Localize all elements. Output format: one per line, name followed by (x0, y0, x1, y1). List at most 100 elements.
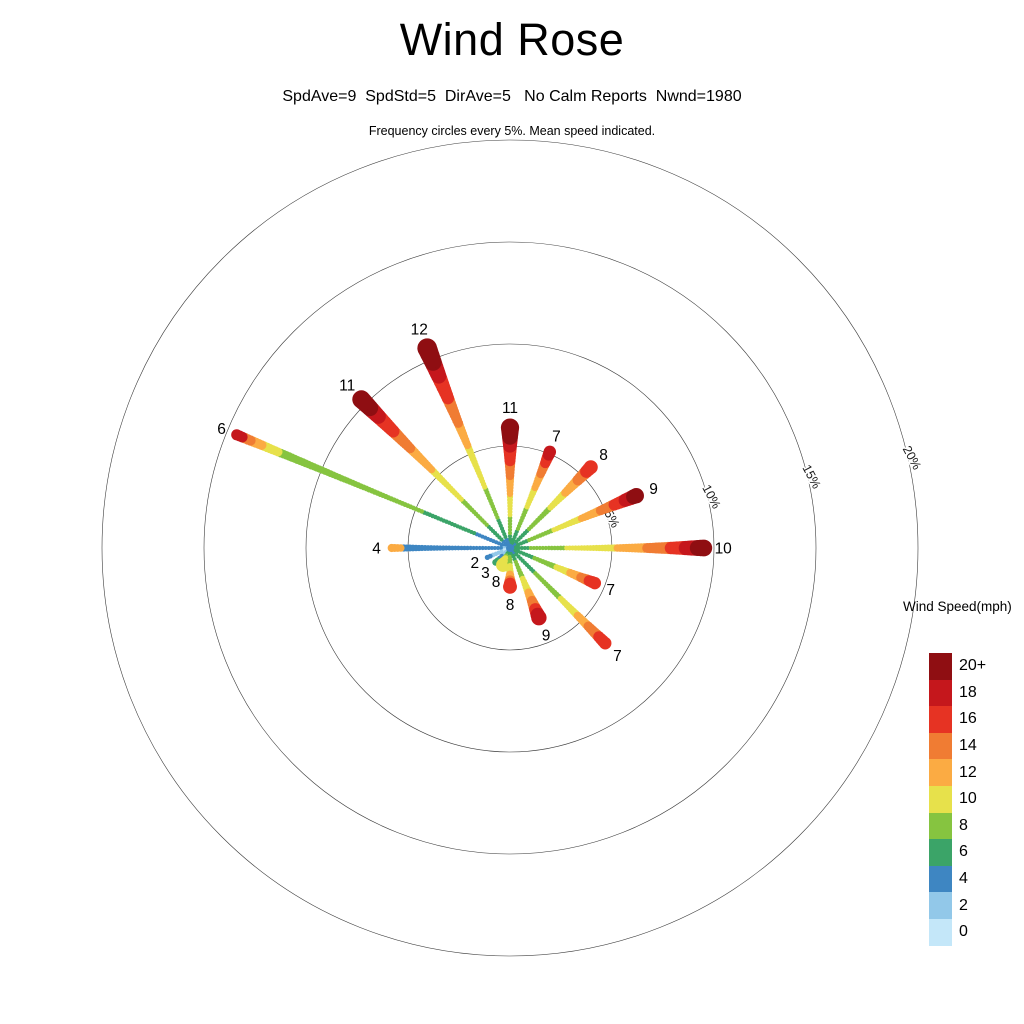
petal-mean-speed-label: 7 (606, 582, 615, 599)
legend-swatch (929, 653, 952, 680)
legend-row-14: 14 (929, 732, 986, 760)
frequency-ring-10 (305, 343, 715, 753)
legend-bin-label: 16 (959, 710, 977, 728)
petal-dot (534, 545, 539, 551)
legend-row-8: 8 (929, 812, 986, 840)
petal-dot (489, 545, 494, 551)
petal-mean-speed-label: 2 (470, 555, 479, 572)
petal-dot (480, 545, 485, 551)
legend-bin-label: 4 (959, 870, 968, 888)
petal-292.5: 9 (508, 546, 550, 645)
legend-row-4: 4 (929, 865, 986, 893)
petal-mean-speed-label: 8 (492, 574, 501, 591)
petal-mean-speed-label: 7 (613, 648, 622, 665)
legend-swatch (929, 812, 952, 840)
legend-swatch (929, 892, 952, 919)
petal-dot (531, 545, 536, 551)
petal-dot (628, 488, 644, 504)
petal-mean-speed-label: 7 (552, 429, 561, 446)
legend-swatch (929, 785, 952, 813)
petal-dot (484, 554, 491, 561)
chart-stats-line: SpdAve=9 SpdStd=5 DirAve=5 No Calm Repor… (282, 88, 742, 105)
legend-bin-label: 14 (959, 737, 977, 755)
ring-label-15: 15% (799, 462, 823, 491)
legend-row-20+: 20+ (929, 653, 986, 680)
petal-0: 10 (508, 539, 733, 558)
petal-270: 8 (503, 546, 517, 614)
petal-dot (598, 636, 612, 650)
legend-row-12: 12 (929, 759, 986, 786)
legend-title: Wind Speed(mph) (903, 599, 1012, 614)
legend-swatch (929, 679, 952, 707)
legend-bin-label: 2 (959, 896, 968, 914)
petal-dot (486, 545, 491, 551)
legend-swatch (929, 732, 952, 760)
petal-90: 11 (500, 400, 520, 550)
petal-dot (468, 545, 473, 551)
frequency-ring-15 (203, 241, 817, 855)
wind-speed-legend: 20+ 18 16 14 12 10 8 6 4 2 0 (929, 653, 986, 946)
petal-dot (507, 530, 513, 536)
legend-bin-label: 12 (959, 763, 977, 781)
chart-note: Frequency circles every 5%. Mean speed i… (368, 124, 656, 138)
petal-dot (588, 576, 602, 590)
petal-dot (507, 533, 513, 539)
petal-mean-speed-label: 10 (715, 541, 733, 558)
legend-row-16: 16 (929, 706, 986, 733)
legend-row-10: 10 (929, 785, 986, 813)
legend-swatch (929, 918, 952, 946)
petal-dot (507, 536, 513, 542)
petal-dot (507, 527, 513, 533)
petal-dot (500, 418, 520, 437)
legend-row-18: 18 (929, 679, 986, 707)
petal-mean-speed-label: 4 (372, 541, 381, 558)
chart-title: Wind Rose (399, 14, 625, 65)
legend-swatch (929, 839, 952, 866)
center-dot (506, 544, 514, 552)
petal-mean-speed-label: 11 (339, 378, 355, 395)
petal-dot (474, 545, 479, 551)
petal-mean-speed-label: 3 (481, 565, 490, 582)
petal-dot (492, 545, 497, 551)
petal-dot (471, 545, 476, 551)
petal-dot (387, 543, 396, 553)
petal-mean-speed-label: 9 (649, 481, 658, 498)
petal-315: 7 (508, 546, 622, 665)
petal-dot (528, 545, 533, 551)
petal-mean-speed-label: 11 (502, 400, 518, 417)
petal-dot (498, 545, 503, 551)
petal-dot (522, 545, 527, 551)
petal-337.5: 7 (508, 546, 615, 599)
legend-row-2: 2 (929, 892, 986, 919)
legend-swatch (929, 865, 952, 893)
petal-dot (477, 545, 482, 551)
legend-row-6: 6 (929, 839, 986, 866)
petal-dot (417, 338, 438, 359)
petal-dot (543, 445, 557, 459)
petal-mean-speed-label: 9 (542, 628, 551, 645)
petal-mean-speed-label: 12 (411, 322, 428, 339)
petal-dot (496, 558, 510, 572)
legend-bin-label: 20+ (959, 657, 987, 675)
petal-dot (695, 539, 713, 557)
petal-dot (537, 545, 542, 551)
petal-mean-speed-label: 8 (506, 597, 515, 614)
frequency-ring-20 (101, 139, 919, 957)
petal-22.5: 9 (508, 481, 658, 550)
petal-dot (231, 429, 243, 441)
petal-dot (543, 545, 548, 551)
petal-mean-speed-label: 8 (599, 447, 608, 464)
legend-bin-label: 10 (959, 790, 977, 808)
petal-dot (519, 545, 524, 551)
legend-bin-label: 0 (959, 923, 968, 941)
legend-bin-label: 6 (959, 843, 968, 861)
ring-label-20: 20% (900, 443, 924, 472)
petal-dot (503, 579, 517, 594)
legend-swatch (929, 706, 952, 733)
legend-bin-label: 18 (959, 683, 977, 701)
petal-dot (540, 545, 545, 551)
petal-dot (516, 545, 521, 551)
ring-label-10: 10% (699, 482, 723, 511)
petal-157.5: 6 (217, 421, 512, 550)
